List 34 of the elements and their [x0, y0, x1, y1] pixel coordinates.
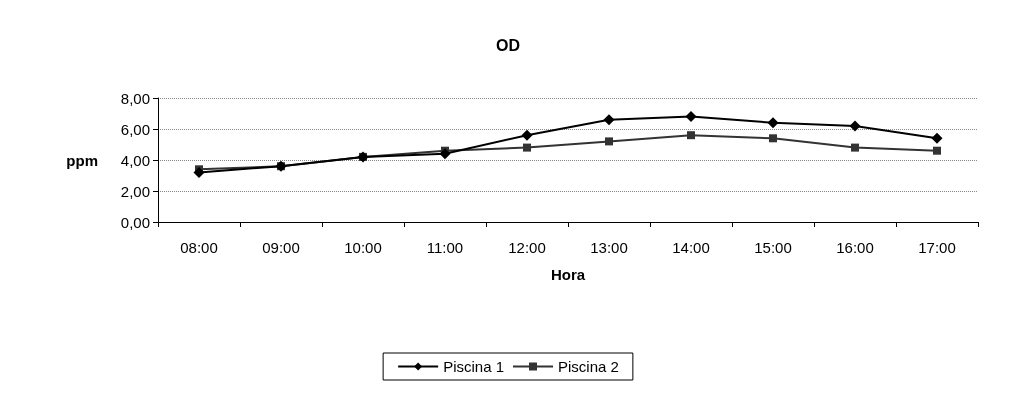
- chart-title: OD: [496, 36, 520, 54]
- point: [849, 120, 861, 132]
- point: [603, 114, 615, 126]
- point: [933, 146, 941, 155]
- x-tick-label: 10:00: [344, 239, 382, 256]
- x-tick-label: 15:00: [754, 239, 792, 256]
- y-tick-label: 0,00: [120, 213, 150, 231]
- x-tick-label: 12:00: [508, 239, 546, 256]
- point: [523, 143, 531, 152]
- x-tick-label: 16:00: [836, 239, 874, 256]
- point: [193, 166, 205, 178]
- x-tick-label: 17:00: [918, 239, 956, 256]
- point: [439, 148, 451, 160]
- y-tick-label: 6,00: [120, 120, 150, 138]
- x-axis-title: Hora: [550, 266, 586, 283]
- y-tick-label: 8,00: [120, 89, 150, 107]
- x-tick-label: 14:00: [672, 239, 710, 256]
- point: [931, 132, 943, 144]
- x-tick-label: 08:00: [180, 239, 218, 256]
- y-tick-label: 2,00: [120, 182, 150, 200]
- y-tick-label: 4,00: [120, 151, 150, 169]
- x-tick-label: 11:00: [426, 239, 464, 256]
- x-tick-label: 09:00: [262, 239, 300, 256]
- point: [521, 129, 533, 141]
- legend-label: Piscina 1: [443, 358, 505, 375]
- point: [687, 131, 695, 140]
- point: [851, 143, 859, 152]
- point: [767, 117, 779, 129]
- point: [685, 111, 697, 123]
- y-axis-title: ppm: [66, 151, 98, 169]
- point: [605, 137, 613, 146]
- x-tick-label: 13:00: [590, 239, 628, 256]
- point: [769, 134, 777, 143]
- legend-label: Piscina 2: [558, 358, 619, 375]
